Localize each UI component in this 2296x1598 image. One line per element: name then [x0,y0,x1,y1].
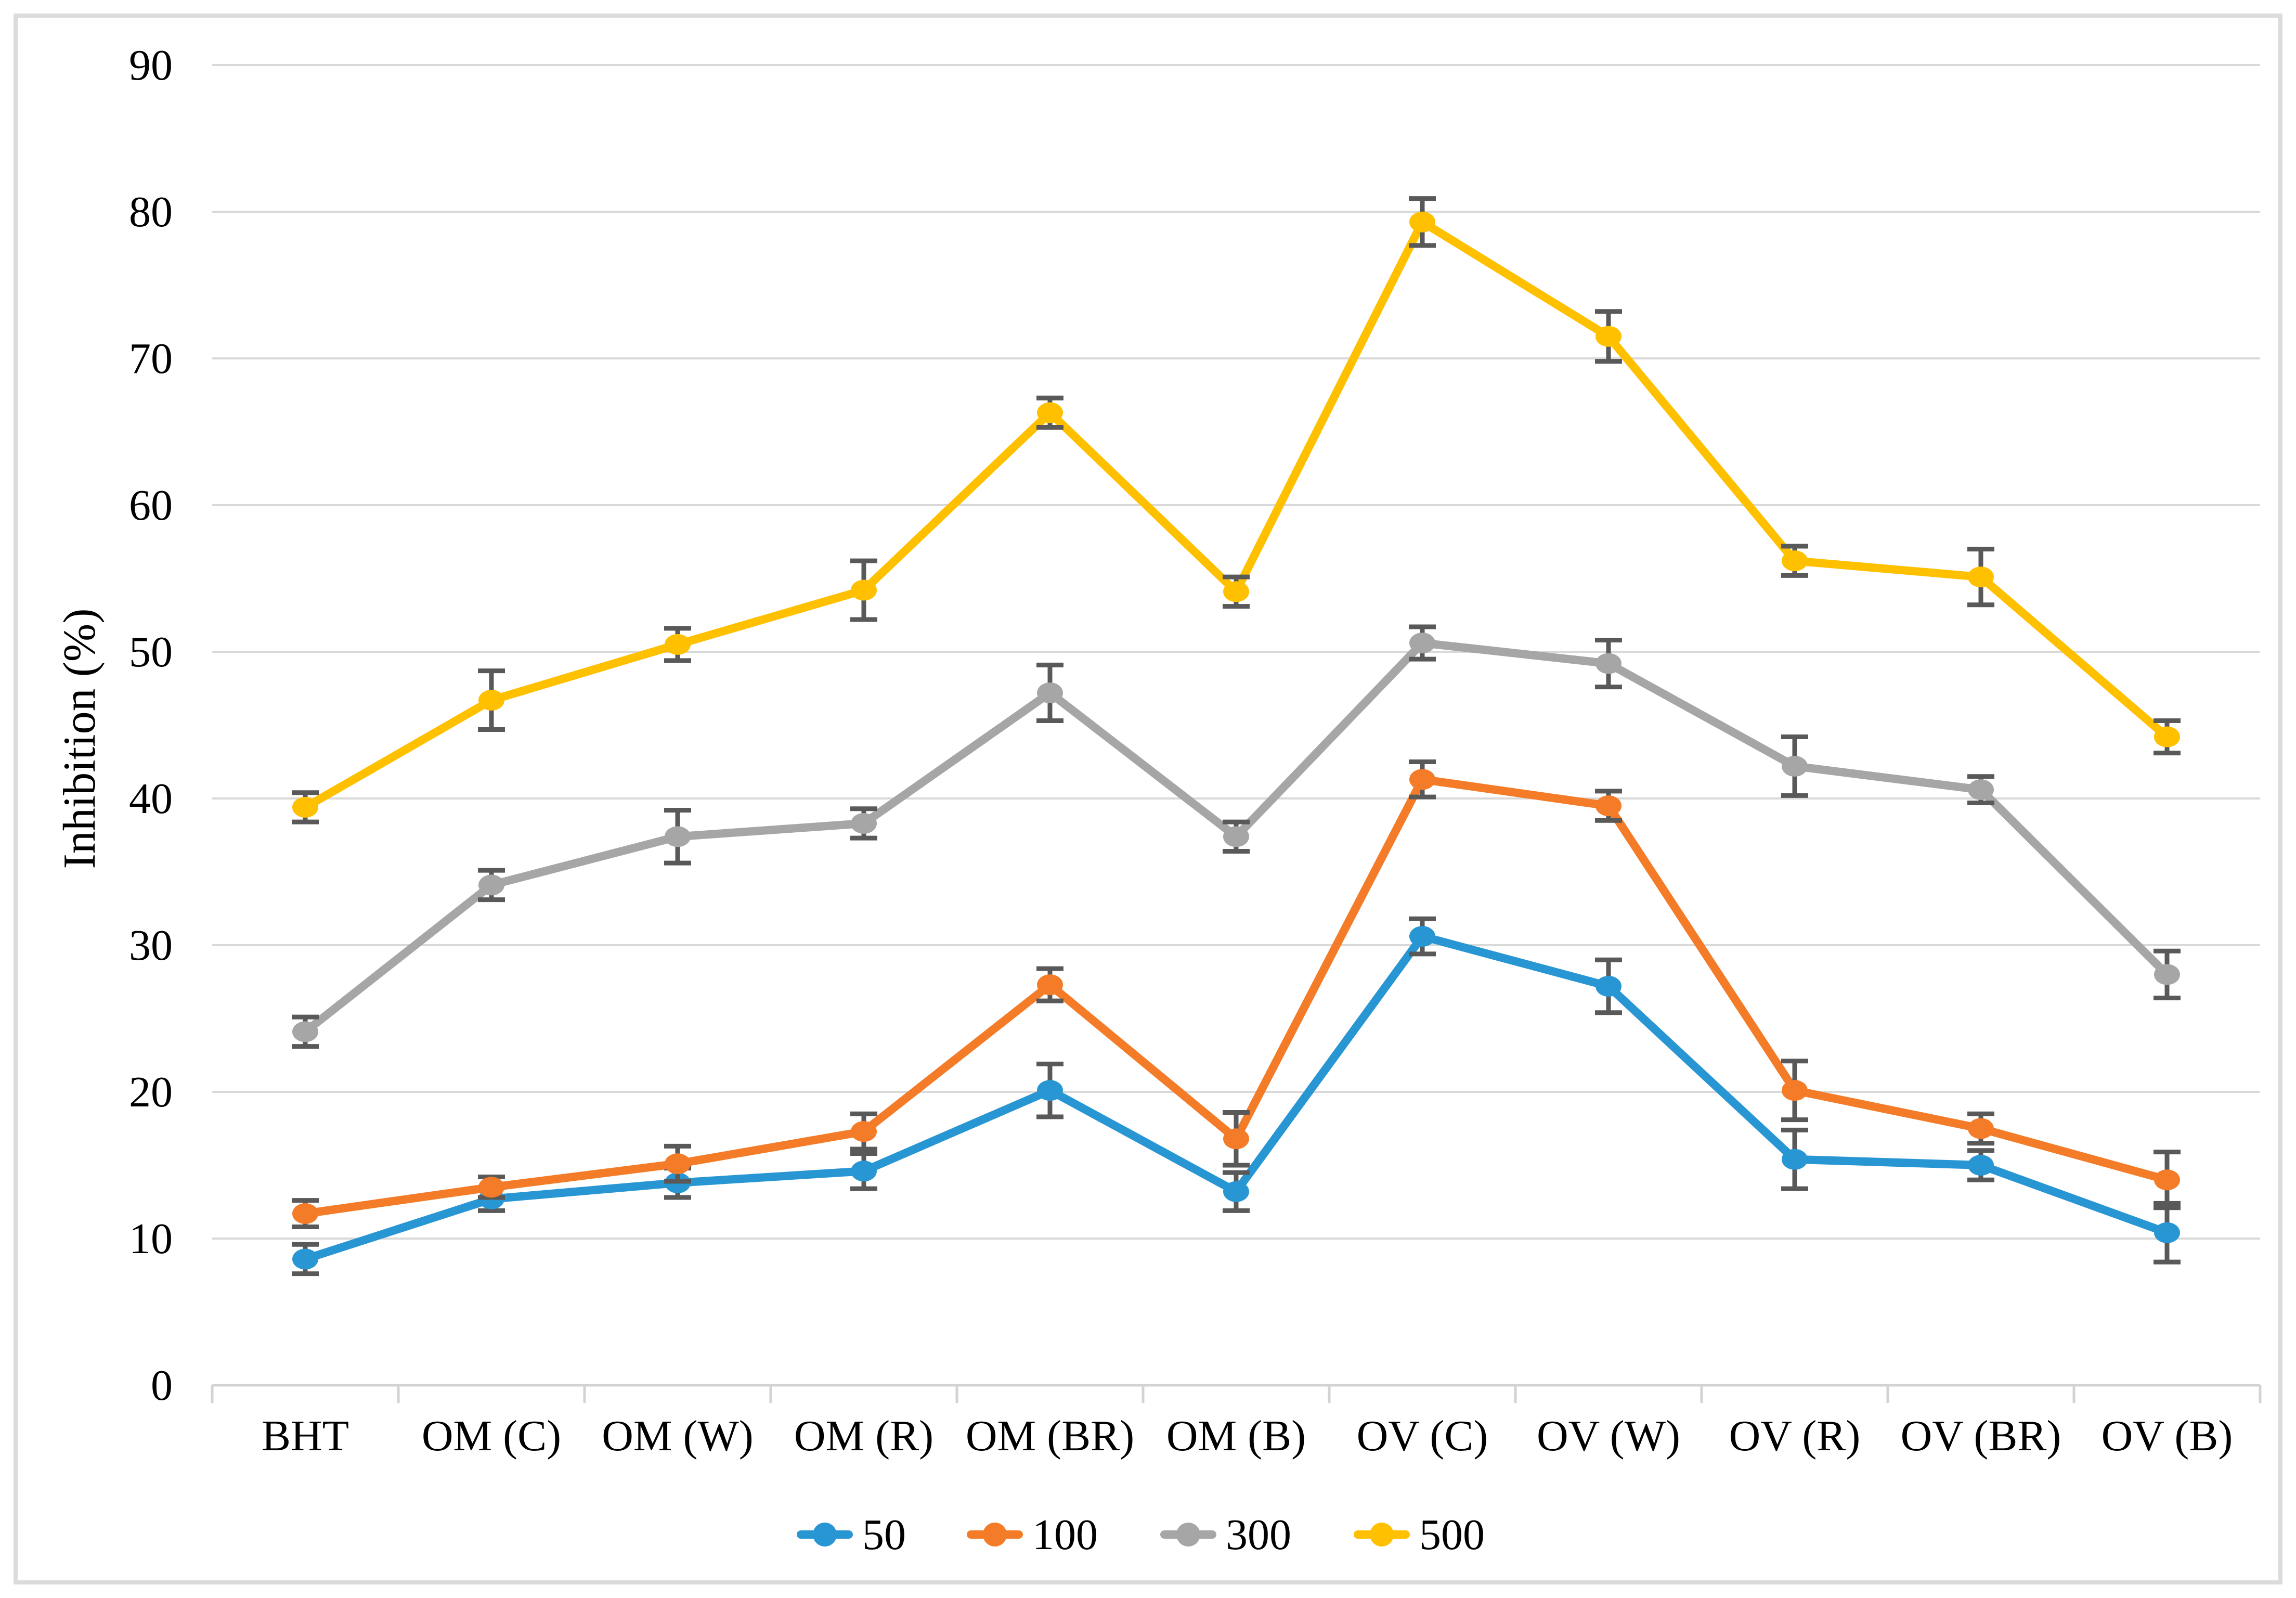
y-tick-label: 80 [129,188,173,236]
legend-item: 300 [1160,1511,1291,1559]
data-point-marker [1223,581,1249,602]
data-point-marker [1409,211,1435,233]
y-tick-label: 10 [129,1215,173,1263]
legend-label: 500 [1419,1511,1485,1559]
data-point-marker [1409,769,1435,790]
data-point-marker [1782,755,1808,777]
data-point-marker [1782,1080,1808,1101]
data-point-marker [851,579,877,601]
data-point-marker [478,874,504,896]
legend-label: 300 [1226,1511,1291,1559]
data-point-marker [2154,726,2180,748]
y-tick-label: 40 [129,775,173,823]
data-point-marker [1968,566,1994,588]
data-point-marker [1595,975,1622,997]
legend-item: 500 [1354,1511,1485,1559]
data-point-marker [1409,926,1435,947]
data-point-marker [1223,1128,1249,1150]
data-point-marker [1037,974,1063,996]
data-point-marker [851,1121,877,1142]
data-point-marker [1968,779,1994,801]
data-point-marker [665,826,691,847]
data-point-marker [2154,1222,2180,1243]
y-tick-label: 0 [151,1361,173,1410]
x-category-label: OV (R) [1729,1412,1861,1460]
data-point-marker [292,1248,318,1270]
data-point-marker [292,1021,318,1042]
y-tick-label: 70 [129,334,173,383]
y-tick-label: 50 [129,628,173,676]
data-point-marker [1782,550,1808,572]
y-tick-label: 30 [129,921,173,970]
data-point-marker [665,1153,691,1175]
series-500 [292,196,2181,824]
legend-marker [983,1523,1007,1547]
x-category-label: OM (C) [422,1412,561,1460]
legend-label: 50 [862,1511,906,1559]
series-100 [292,759,2181,1229]
x-category-label: OV (C) [1357,1412,1488,1460]
data-point-marker [478,690,504,711]
data-point-marker [2154,964,2180,985]
data-point-marker [1595,653,1622,674]
data-point-marker [292,796,318,818]
y-tick-label: 60 [129,481,173,530]
x-category-label: OV (B) [2102,1412,2233,1460]
legend-label: 100 [1032,1511,1098,1559]
legend-marker [1370,1523,1394,1547]
legend-item: 100 [967,1511,1098,1559]
data-point-marker [1595,795,1622,817]
series-line-500 [301,217,2171,811]
x-category-label: OV (W) [1537,1412,1680,1460]
legend-marker [813,1523,837,1547]
data-point-marker [478,1177,504,1198]
data-point-marker [851,813,877,834]
x-category-label: OM (BR) [966,1412,1134,1460]
data-point-marker [1968,1118,1994,1139]
data-point-marker [1409,633,1435,654]
data-point-marker [1595,326,1622,347]
series-300 [292,624,2181,1049]
legend-marker [1176,1523,1200,1547]
x-category-label: OM (R) [794,1412,933,1460]
y-tick-label: 90 [129,41,173,89]
data-point-marker [665,634,691,655]
data-point-marker [1223,826,1249,847]
y-axis-title: Inhibition (%) [55,608,105,869]
data-point-marker [1037,1080,1063,1101]
data-point-marker [1968,1155,1994,1176]
x-category-label: OV (BR) [1901,1412,2061,1460]
data-point-marker [1223,1181,1249,1202]
data-point-marker [851,1161,877,1182]
data-point-marker [1782,1149,1808,1170]
series-50 [292,916,2181,1277]
x-category-label: OM (B) [1166,1412,1306,1460]
x-category-label: OM (W) [602,1412,754,1460]
data-point-marker [2154,1169,2180,1191]
data-point-marker [1037,402,1063,423]
y-tick-label: 20 [129,1068,173,1116]
legend-item: 50 [797,1511,906,1559]
data-point-marker [1037,682,1063,703]
x-category-label: BHT [262,1412,349,1460]
data-point-marker [292,1203,318,1225]
